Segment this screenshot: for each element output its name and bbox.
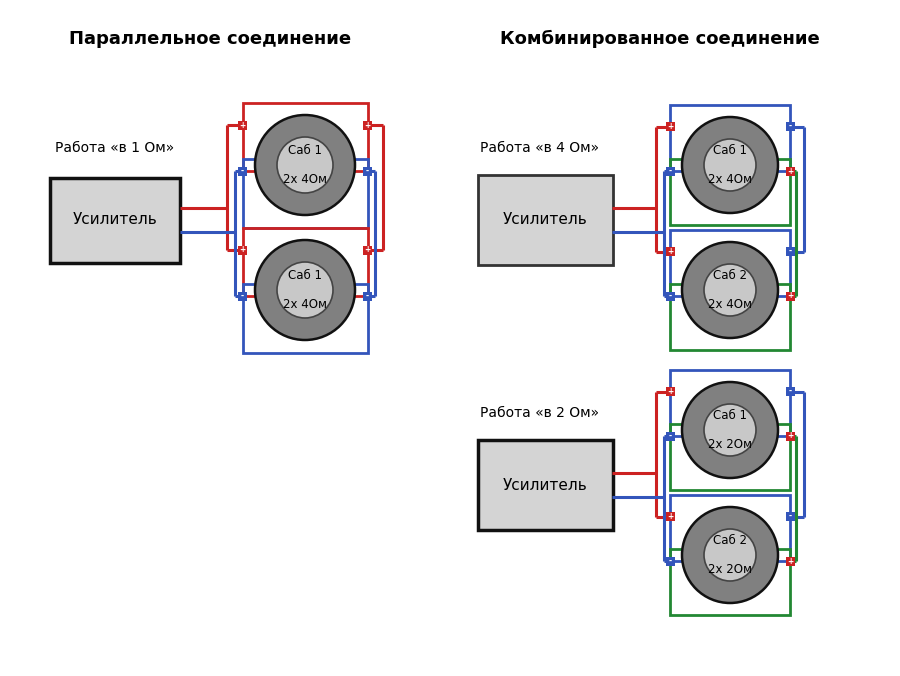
Text: Усилитель: Усилитель bbox=[73, 212, 158, 228]
Text: +: + bbox=[787, 556, 793, 566]
Bar bbox=[670, 284, 790, 350]
Text: -: - bbox=[366, 292, 369, 301]
Text: Саб 2: Саб 2 bbox=[713, 534, 747, 547]
Text: 2х 2Ом: 2х 2Ом bbox=[708, 563, 752, 576]
Text: Работа «в 1 Ом»: Работа «в 1 Ом» bbox=[55, 141, 175, 155]
Text: +: + bbox=[364, 120, 371, 130]
Circle shape bbox=[704, 264, 756, 316]
Text: -: - bbox=[788, 247, 792, 256]
Bar bbox=[238, 245, 247, 254]
Text: 2х 2Ом: 2х 2Ом bbox=[708, 438, 752, 451]
Bar bbox=[670, 495, 790, 561]
Text: Усилитель: Усилитель bbox=[502, 212, 588, 228]
Text: 2х 4Ом: 2х 4Ом bbox=[283, 173, 327, 186]
Text: 2х 4Ом: 2х 4Ом bbox=[708, 298, 752, 311]
Text: +: + bbox=[787, 431, 793, 441]
Bar bbox=[786, 122, 795, 131]
Circle shape bbox=[277, 262, 333, 318]
Bar bbox=[363, 167, 372, 176]
Bar bbox=[363, 120, 372, 130]
Text: -: - bbox=[788, 512, 792, 521]
Circle shape bbox=[682, 242, 778, 338]
Circle shape bbox=[704, 139, 756, 191]
Bar bbox=[238, 120, 247, 130]
Bar bbox=[786, 512, 795, 521]
Bar bbox=[665, 122, 674, 131]
Text: Параллельное соединение: Параллельное соединение bbox=[69, 30, 351, 48]
Text: +: + bbox=[667, 387, 673, 396]
Bar bbox=[363, 292, 372, 301]
Text: -: - bbox=[241, 292, 244, 301]
Bar bbox=[665, 387, 674, 396]
Text: 2х 4Ом: 2х 4Ом bbox=[708, 173, 752, 186]
Text: Усилитель: Усилитель bbox=[502, 477, 588, 493]
Text: Саб 1: Саб 1 bbox=[288, 144, 322, 157]
Text: -: - bbox=[788, 122, 792, 131]
Text: -: - bbox=[669, 291, 671, 301]
Text: 2х 4Ом: 2х 4Ом bbox=[283, 298, 327, 311]
Circle shape bbox=[682, 117, 778, 213]
Bar bbox=[242, 159, 367, 228]
Bar bbox=[670, 159, 790, 225]
Text: -: - bbox=[669, 431, 671, 441]
Text: Саб 1: Саб 1 bbox=[713, 144, 747, 157]
Bar bbox=[665, 166, 674, 176]
Circle shape bbox=[255, 240, 355, 340]
Bar bbox=[242, 103, 367, 171]
Bar bbox=[665, 247, 674, 256]
Text: +: + bbox=[667, 512, 673, 521]
Bar bbox=[665, 556, 674, 566]
Circle shape bbox=[704, 404, 756, 456]
Text: Саб 1: Саб 1 bbox=[713, 409, 747, 422]
Bar bbox=[670, 424, 790, 490]
Text: Работа «в 4 Ом»: Работа «в 4 Ом» bbox=[480, 141, 599, 155]
Text: Саб 2: Саб 2 bbox=[713, 269, 747, 282]
Text: Комбинированное соединение: Комбинированное соединение bbox=[500, 30, 820, 48]
Bar bbox=[786, 431, 795, 441]
Text: -: - bbox=[788, 387, 792, 396]
Text: Саб 1: Саб 1 bbox=[288, 269, 322, 282]
Text: +: + bbox=[364, 245, 371, 254]
Bar bbox=[670, 370, 790, 436]
Text: -: - bbox=[366, 167, 369, 176]
Circle shape bbox=[704, 529, 756, 581]
Circle shape bbox=[277, 137, 333, 193]
Text: +: + bbox=[667, 247, 673, 256]
Bar bbox=[242, 228, 367, 296]
Bar bbox=[242, 284, 367, 352]
Circle shape bbox=[255, 115, 355, 215]
Text: +: + bbox=[787, 166, 793, 176]
Bar bbox=[786, 166, 795, 176]
Bar bbox=[665, 431, 674, 441]
Circle shape bbox=[682, 507, 778, 603]
Bar bbox=[786, 556, 795, 566]
Bar bbox=[786, 247, 795, 256]
Bar bbox=[665, 291, 674, 301]
Text: +: + bbox=[667, 122, 673, 131]
Bar bbox=[786, 291, 795, 301]
Bar bbox=[665, 512, 674, 521]
Text: -: - bbox=[241, 167, 244, 176]
Bar bbox=[478, 175, 613, 265]
Bar bbox=[786, 387, 795, 396]
Bar bbox=[670, 230, 790, 296]
Text: -: - bbox=[669, 166, 671, 176]
Bar bbox=[50, 178, 180, 262]
Bar bbox=[363, 245, 372, 254]
Bar bbox=[670, 105, 790, 171]
Bar bbox=[670, 549, 790, 615]
Text: -: - bbox=[669, 556, 671, 566]
Bar bbox=[238, 292, 247, 301]
Text: +: + bbox=[239, 245, 246, 254]
Circle shape bbox=[682, 382, 778, 478]
Text: +: + bbox=[239, 120, 246, 130]
Text: Работа «в 2 Ом»: Работа «в 2 Ом» bbox=[480, 406, 599, 420]
Bar bbox=[238, 167, 247, 176]
Bar bbox=[478, 440, 613, 530]
Text: +: + bbox=[787, 291, 793, 301]
